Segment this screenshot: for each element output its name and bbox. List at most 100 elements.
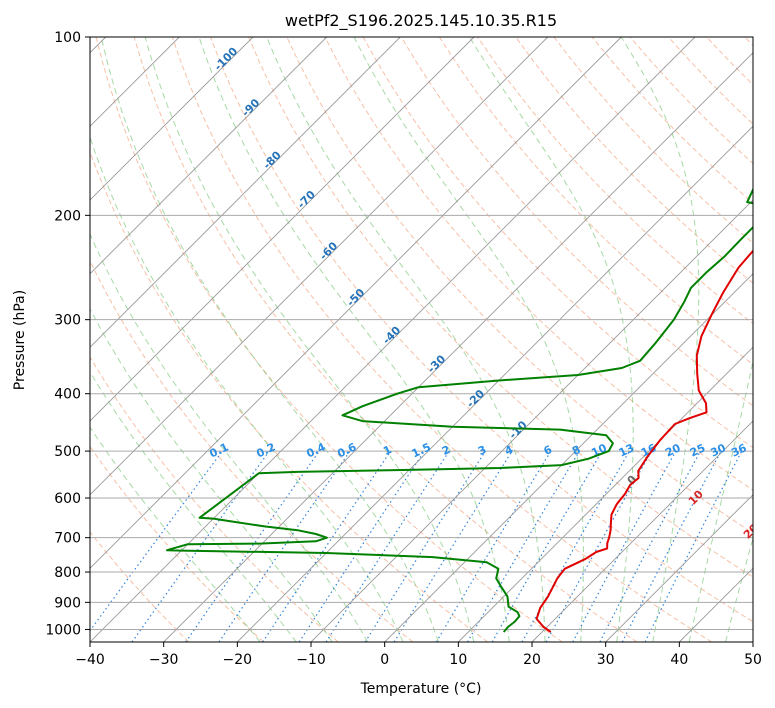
mixing-ratio-line	[644, 450, 743, 642]
dry-adiabat-line	[90, 445, 264, 642]
dry-adiabat-label: -90	[239, 96, 262, 119]
mixing-ratio-label: 36	[729, 441, 749, 459]
isotherm-line	[236, 125, 753, 642]
moist-adiabat-label: 10	[686, 487, 706, 507]
dry-adiabat-label: -40	[380, 324, 403, 347]
isotherm-line	[90, 37, 696, 642]
isotherm-line	[163, 52, 753, 642]
y-tick-label: 700	[54, 531, 81, 547]
chart-title: wetPf2_S196.2025.145.10.35.R15	[285, 11, 557, 31]
dry-adiabat-label: -60	[317, 239, 340, 262]
x-tick-label: −10	[296, 652, 326, 668]
x-axis-label: Temperature (°C)	[360, 681, 482, 697]
mixing-ratio-label: 1.5	[410, 440, 433, 460]
mixing-ratio-label: 16	[639, 441, 659, 459]
y-tick-label: 600	[54, 491, 81, 507]
moist-adiabat-label: 20	[741, 521, 761, 541]
moist-adiabat-line	[688, 358, 753, 642]
dry-adiabat-line	[90, 531, 190, 642]
mixing-ratio-line	[185, 450, 320, 642]
line-labels: -100-90-80-70-60-50-40-30-20-100.1 0.2 0.4…	[207, 44, 761, 541]
moist-adiabat-line	[90, 232, 369, 642]
mixing-ratio-line	[298, 450, 425, 642]
dry-adiabat-label: -10	[506, 418, 529, 441]
moist-adiabat-line	[198, 37, 510, 642]
y-tick-label: 800	[54, 565, 81, 581]
moist-adiabat-line	[90, 135, 404, 642]
dry-adiabat-line	[90, 356, 339, 642]
mixing-ratio-label: 30	[708, 441, 728, 459]
isotherm-line	[90, 37, 254, 201]
y-tick-label: 400	[54, 387, 81, 403]
mixing-ratio-line	[572, 450, 677, 642]
isotherm-line	[457, 346, 753, 642]
moist-adiabat-line	[90, 308, 333, 642]
mixing-ratio-line	[466, 450, 580, 642]
dry-adiabat-line	[553, 37, 753, 244]
moist-adiabat-line	[353, 37, 584, 642]
mixing-ratio-line	[393, 450, 513, 642]
x-tick-label: 0	[380, 652, 389, 668]
mixing-ratio-label: 8	[570, 443, 582, 458]
moist-adiabat-line	[100, 37, 439, 642]
dry-adiabat-label: -20	[464, 387, 487, 410]
moist-adiabat-line	[266, 37, 546, 642]
mixing-ratio-line	[262, 450, 392, 642]
x-tick-label: 30	[597, 652, 615, 668]
mixing-ratio-label: 0.1	[207, 440, 230, 460]
mixing-ratio-line	[435, 450, 552, 642]
y-tick-label: 500	[54, 444, 81, 460]
dry-adiabat-line	[90, 150, 488, 642]
y-tick-label: 1000	[45, 622, 81, 638]
x-tick-label: 10	[449, 652, 467, 668]
dry-adiabat-line	[248, 37, 753, 578]
x-tick-label: 20	[523, 652, 541, 668]
isotherm-line	[752, 641, 753, 642]
mixing-ratio-line	[325, 450, 450, 642]
isotherm-line	[678, 567, 753, 642]
dry-adiabat-label: -70	[295, 188, 318, 211]
y-tick-label: 100	[54, 30, 81, 46]
mixing-ratio-label: 3	[476, 443, 488, 458]
y-tick-label: 300	[54, 313, 81, 329]
mixing-ratio-label: 2	[440, 443, 452, 458]
moist-adiabat-line	[144, 37, 475, 642]
isotherm-line	[90, 37, 328, 275]
mixing-ratio-label: 6	[542, 443, 555, 458]
mixing-ratio-label: 0.4	[304, 440, 327, 460]
plot-frame	[89, 36, 754, 643]
background-lines	[90, 37, 753, 642]
mixing-ratio-label: 0.6	[335, 440, 358, 460]
dry-adiabat-label: -50	[344, 286, 367, 309]
mixing-ratio-label: 4	[503, 443, 516, 458]
isotherm-line	[310, 199, 753, 642]
mixing-ratio-label: 13	[617, 441, 636, 459]
dry-adiabat-line	[438, 37, 753, 366]
dry-adiabat-line	[171, 37, 712, 642]
dry-adiabat-line	[324, 37, 753, 491]
x-axis: −40 −30 −20 −10 0 10 20 30 40 50	[75, 642, 762, 668]
dry-adiabat-line	[362, 37, 753, 449]
dry-adiabat-label: -100	[212, 44, 241, 73]
mixing-ratio-line	[599, 450, 702, 642]
mixing-ratio-label: 20	[663, 441, 683, 459]
isotherm-line	[384, 273, 753, 642]
mixing-ratio-line	[218, 450, 351, 642]
moist-adiabat-line	[90, 370, 297, 642]
isotherm-line	[90, 37, 549, 496]
moist-adiabat-line	[90, 426, 261, 642]
isotherm-line	[90, 37, 622, 569]
dry-adiabat-line	[668, 37, 753, 125]
dry-adiabat-line	[400, 37, 753, 407]
x-tick-label: 50	[744, 652, 762, 668]
x-tick-label: −30	[149, 652, 179, 668]
dry-adiabat-line	[95, 37, 563, 642]
mixing-ratio-label: 10	[589, 441, 609, 459]
dry-adiabat-line	[133, 37, 638, 642]
x-tick-label: 40	[670, 652, 688, 668]
x-tick-label: −40	[75, 652, 105, 668]
grid	[90, 37, 753, 642]
dry-adiabat-label: -30	[425, 352, 448, 375]
dry-adiabat-label: -80	[261, 148, 284, 171]
y-axis: 100 200 300 400 500 600 700 800 900 1000	[45, 30, 90, 638]
